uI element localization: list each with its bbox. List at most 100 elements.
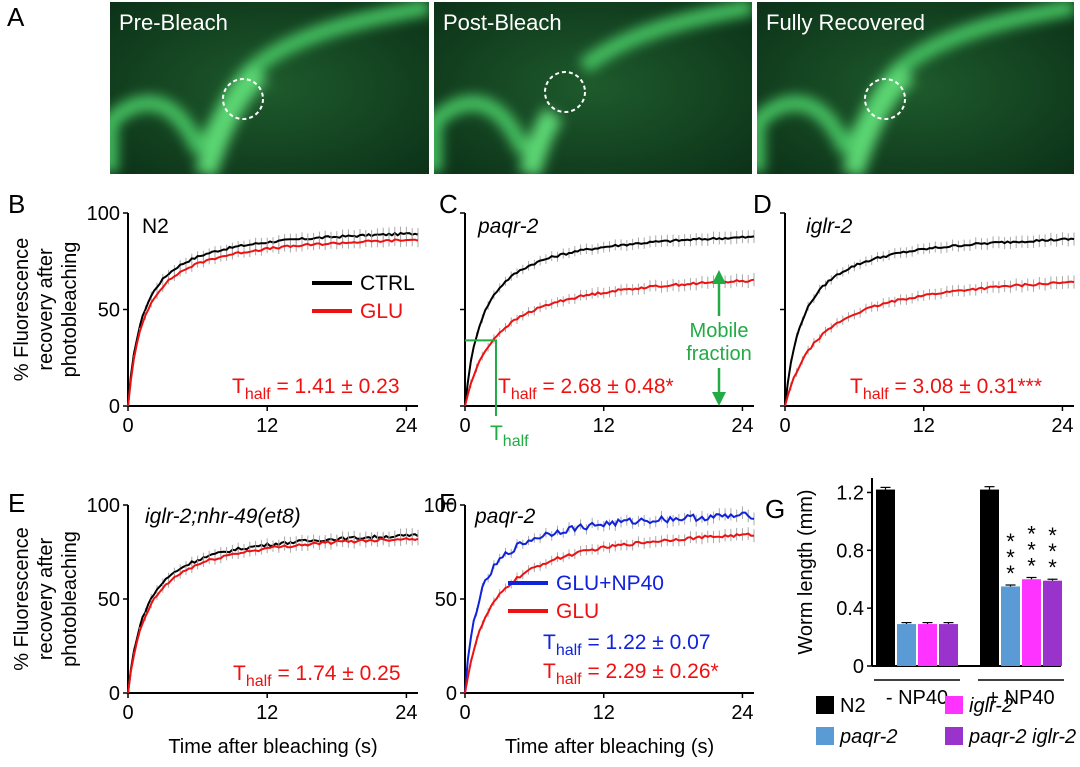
- mobile-fraction-arrowhead-down: [712, 392, 726, 406]
- y-tick-label: 0.8: [836, 540, 864, 562]
- legend-label: N2: [840, 695, 866, 717]
- micrograph-fully-recovered: Fully Recovered: [757, 2, 1074, 174]
- significance-star: *: [1027, 521, 1036, 546]
- micrograph-image: [757, 2, 1074, 174]
- series-line: [784, 280, 1075, 407]
- x-tick-label: 0: [122, 415, 133, 437]
- t-half-annotation: Thalf = 2.29 ± 0.26*: [543, 660, 719, 688]
- x-tick-label: 24: [731, 415, 753, 437]
- group-label: - NP40: [886, 687, 948, 709]
- significance-star: *: [1027, 537, 1036, 562]
- legend-swatch: [945, 727, 963, 745]
- series-line: [784, 237, 1075, 407]
- bar: [1043, 580, 1062, 666]
- chart-title: N2: [142, 215, 169, 238]
- legend-label: iglr-2: [969, 695, 1013, 717]
- x-tick-label: 0: [459, 702, 470, 724]
- t-half-annotation: Thalf = 1.22 ± 0.07: [543, 631, 711, 659]
- x-tick-label: 24: [731, 702, 753, 724]
- micrograph-image: [434, 2, 752, 174]
- y-tick-label: 100: [87, 495, 120, 517]
- panel-letter-e: E: [8, 488, 25, 518]
- series-line: [127, 238, 419, 407]
- t-half-annotation: Thalf = 3.08 ± 0.31***: [850, 375, 1042, 403]
- group-label: + NP40: [987, 687, 1054, 709]
- x-tick-label: 24: [395, 415, 417, 437]
- t-half-annotation: Thalf = 2.68 ± 0.48*: [498, 375, 674, 403]
- micrograph-label: Post-Bleach: [443, 10, 562, 35]
- y-tick-label: 0: [109, 683, 120, 705]
- panel-letter-a: A: [7, 2, 25, 32]
- micrograph-image: [110, 2, 429, 174]
- y-tick-label: 0: [446, 683, 457, 705]
- panel-letter-b: B: [8, 189, 25, 219]
- y-axis-label: Worm length (mm): [795, 489, 817, 654]
- t-half-annotation: Thalf = 1.41 ± 0.23: [232, 375, 400, 403]
- significance-star: *: [1027, 553, 1036, 578]
- significance-star: *: [1048, 555, 1057, 580]
- panel-letter-d: D: [753, 189, 772, 219]
- bleach-roi-circle: [864, 78, 906, 120]
- bar: [1001, 586, 1020, 666]
- y-axis-label: recovery after: [35, 248, 57, 371]
- y-axis-label: photobleaching: [59, 531, 81, 667]
- y-axis-label: recovery after: [35, 538, 57, 661]
- legend-swatch: [816, 696, 834, 714]
- bar: [939, 624, 958, 666]
- significance-star: *: [1048, 539, 1057, 564]
- y-tick-label: 100: [87, 203, 120, 225]
- y-axis-label: % Fluorescence: [11, 527, 33, 670]
- y-axis-label: % Fluorescence: [11, 238, 33, 381]
- x-tick-label: 24: [1051, 415, 1073, 437]
- mobile-fraction-arrowhead-up: [712, 270, 726, 284]
- series-line: [464, 278, 755, 407]
- legend-label: paqr-2: [839, 726, 897, 748]
- legend-label: GLU+NP40: [556, 572, 664, 595]
- chart-title: paqr-2: [477, 215, 539, 238]
- micrograph-label: Pre-Bleach: [119, 10, 228, 35]
- chart-title: paqr-2: [474, 505, 536, 528]
- t-half-annotation: Thalf = 1.74 ± 0.25: [233, 662, 401, 690]
- bleach-roi-circle: [222, 78, 264, 120]
- mobile-fraction-label: Mobile: [690, 320, 749, 342]
- x-tick-label: 0: [122, 702, 133, 724]
- x-tick-label: 24: [395, 702, 417, 724]
- legend-swatch: [816, 727, 834, 745]
- panel-letter-c: C: [439, 189, 458, 219]
- y-tick-label: 100: [424, 495, 457, 517]
- y-tick-label: 0: [853, 656, 864, 678]
- legend-label: GLU: [556, 600, 599, 623]
- chart-title: iglr-2;nhr-49(et8): [145, 505, 301, 528]
- panel-letter-f: F: [439, 488, 455, 518]
- significance-star: *: [1006, 545, 1015, 570]
- significance-star: *: [1006, 529, 1015, 554]
- y-tick-label: 50: [98, 589, 120, 611]
- x-tick-label: 0: [459, 415, 470, 437]
- bar: [980, 489, 999, 666]
- t-half-marker-line: [465, 339, 497, 406]
- bar: [897, 624, 916, 666]
- legend-label: CTRL: [360, 272, 415, 295]
- micrograph-label: Fully Recovered: [766, 10, 925, 35]
- y-axis-label: photobleaching: [59, 242, 81, 378]
- x-axis-label: Time after bleaching (s): [168, 736, 377, 758]
- y-tick-label: 50: [98, 300, 120, 322]
- series-line: [464, 235, 755, 407]
- bar: [1022, 579, 1041, 666]
- chart-title: iglr-2: [806, 215, 853, 238]
- y-tick-label: 0.4: [836, 598, 864, 620]
- micrograph-pre-bleach: Pre-Bleach: [110, 2, 429, 174]
- bar: [876, 489, 895, 666]
- y-tick-label: 1.2: [836, 482, 864, 504]
- y-tick-label: 0: [109, 396, 120, 418]
- t-half-axis-label: Thalf: [490, 422, 529, 450]
- significance-star: *: [1006, 561, 1015, 586]
- micrograph-post-bleach: Post-Bleach: [434, 2, 752, 174]
- legend-label: paqr-2 iglr-2: [968, 726, 1076, 748]
- x-tick-label: 0: [779, 415, 790, 437]
- x-tick-label: 12: [593, 415, 615, 437]
- bar: [918, 624, 937, 666]
- significance-star: *: [1048, 523, 1057, 548]
- series-line: [127, 537, 419, 694]
